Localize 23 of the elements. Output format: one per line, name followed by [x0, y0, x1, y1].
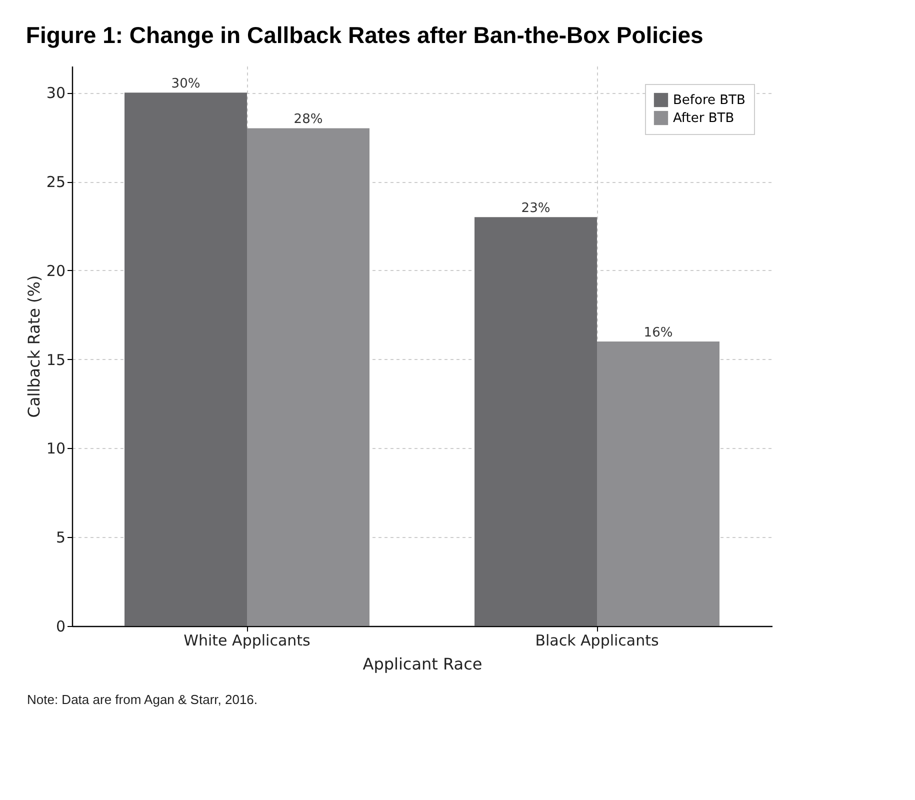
data-label: 16% — [644, 326, 673, 341]
legend-label: After BTB — [673, 111, 734, 126]
data-label: 30% — [171, 76, 200, 92]
bar — [597, 342, 720, 626]
y-tick-label: 20 — [46, 262, 66, 280]
y-tick-label: 25 — [46, 173, 66, 192]
x-tick-label: Black Applicants — [535, 632, 659, 650]
text: Note: Data are from Agan & Starr, 2016. — [27, 692, 258, 707]
bar — [474, 217, 597, 626]
x-tick-label: White Applicants — [184, 632, 311, 650]
y-tick-label: 5 — [56, 528, 66, 547]
bar — [247, 128, 370, 626]
data-label: 28% — [294, 112, 323, 128]
y-tick-label: 30 — [46, 84, 66, 102]
bar — [124, 92, 247, 626]
y-tick-label: 0 — [56, 618, 66, 636]
chart-title: Figure 1: Change in Callback Rates after Ban-the-Box Policies — [26, 22, 704, 48]
y-tick-label: 15 — [46, 350, 66, 369]
x-axis-title: Applicant Race — [362, 654, 482, 674]
y-tick-label: 10 — [46, 440, 66, 458]
legend-label: Before BTB — [673, 93, 746, 108]
y-axis-title: Callback Rate (%) — [24, 275, 44, 418]
data-label: 23% — [521, 201, 550, 216]
